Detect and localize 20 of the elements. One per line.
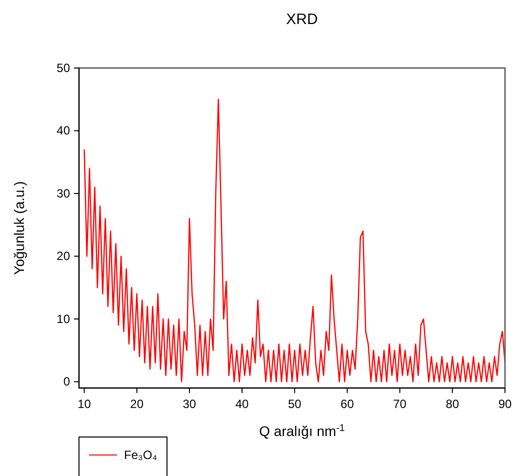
y-tick-label: 0 xyxy=(63,374,70,389)
x-tick-label: 90 xyxy=(498,397,512,411)
y-axis-title: Yoğunluk (a.u.) xyxy=(11,181,27,275)
x-axis-title: Q aralığı nm$^{-1}$ xyxy=(259,422,345,439)
x-tick-label: 20 xyxy=(130,397,144,411)
y-tick-label: 40 xyxy=(56,124,70,138)
y-tick-label: 30 xyxy=(56,186,70,200)
y-tick-label: 10 xyxy=(56,312,70,326)
y-tick-label: 20 xyxy=(56,249,70,264)
chart-title: XRD xyxy=(286,11,318,28)
legend-label: Fe₃O₄ xyxy=(124,448,158,462)
x-tick-label: 80 xyxy=(446,397,460,411)
y-tick-label: 50 xyxy=(56,61,70,75)
line-series xyxy=(84,98,505,382)
x-tick-label: 70 xyxy=(393,397,407,411)
x-tick-label: 60 xyxy=(340,397,354,411)
x-tick-label: 50 xyxy=(288,397,302,411)
x-tick-label: 10 xyxy=(78,397,92,411)
x-tick-label: 30 xyxy=(182,397,196,411)
x-tick-label: 40 xyxy=(235,397,250,411)
